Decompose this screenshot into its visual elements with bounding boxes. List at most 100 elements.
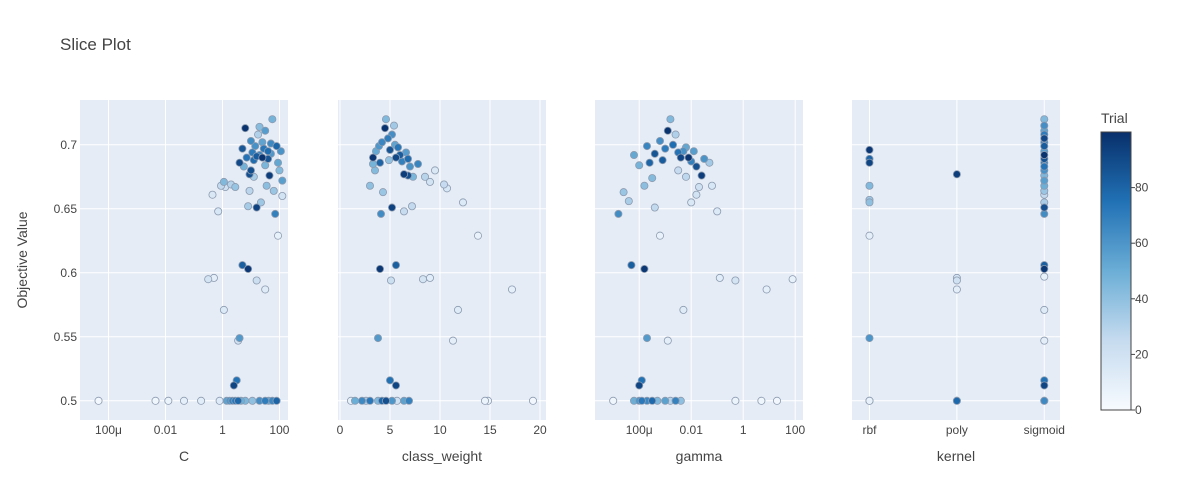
data-point [381, 396, 390, 405]
plot-background [338, 100, 546, 420]
data-point [458, 198, 467, 207]
data-point [278, 176, 287, 185]
data-point [215, 396, 224, 405]
data-point [669, 140, 678, 149]
data-point [391, 153, 400, 162]
data-point [865, 145, 874, 154]
data-point [261, 285, 270, 294]
data-point [865, 181, 874, 190]
data-point [219, 177, 228, 186]
data-point [272, 396, 281, 405]
plot-background [852, 100, 1060, 420]
data-point [661, 144, 670, 153]
data-point [375, 158, 384, 167]
data-point [94, 396, 103, 405]
data-point [373, 334, 382, 343]
data-point [1040, 272, 1049, 281]
colorbar-ticks: 0 20 40 60 80 [1131, 181, 1149, 417]
data-point [865, 334, 874, 343]
data-point [262, 181, 271, 190]
data-point [757, 396, 766, 405]
data-point [246, 166, 255, 175]
data-point [624, 197, 633, 206]
data-point [715, 273, 724, 282]
data-point [425, 273, 434, 282]
colorbar-gradient [1100, 131, 1132, 411]
x-tick-label: 10 [433, 423, 447, 437]
x-tick-label: 100 [785, 423, 805, 437]
data-point [1040, 203, 1049, 212]
data-point [238, 144, 247, 153]
data-point [697, 171, 706, 180]
data-point [179, 396, 188, 405]
y-tick-label: 0.55 [54, 330, 78, 344]
data-point [674, 166, 683, 175]
data-point [378, 188, 387, 197]
data-point [865, 396, 874, 405]
data-point [865, 158, 874, 167]
data-point [204, 275, 213, 284]
data-point [473, 231, 482, 240]
data-point [258, 138, 267, 147]
data-point [365, 181, 374, 190]
data-point [627, 261, 636, 270]
data-point [865, 198, 874, 207]
y-axis-label: Objective Value [14, 211, 30, 308]
data-point [269, 186, 278, 195]
data-point [405, 162, 414, 171]
data-point [713, 207, 722, 216]
data-point [952, 396, 961, 405]
data-point [1040, 134, 1049, 143]
data-point [271, 209, 280, 218]
y-tick-label: 0.65 [54, 202, 78, 216]
data-point [663, 126, 672, 135]
data-point [261, 396, 270, 405]
data-point [389, 121, 398, 130]
data-point [274, 158, 283, 167]
subplot-gamma: 100μ 0.01 1 100 gamma [595, 100, 806, 464]
data-point [453, 305, 462, 314]
data-point [643, 142, 652, 151]
data-point [365, 396, 374, 405]
data-point [731, 276, 740, 285]
data-point [385, 145, 394, 154]
x-axis-label: class_weight [402, 448, 482, 464]
x-tick-label: 1 [740, 423, 747, 437]
data-point [671, 130, 680, 139]
data-point [689, 147, 698, 156]
x-tick-label: 100μ [95, 423, 122, 437]
data-point [413, 159, 422, 168]
data-point [265, 171, 274, 180]
data-point [640, 181, 649, 190]
data-point [255, 122, 264, 131]
colorbar-tick-label: 20 [1135, 347, 1149, 361]
data-point [242, 153, 251, 162]
data-point [1040, 396, 1049, 405]
x-tick-label: 100μ [626, 423, 653, 437]
data-point [1040, 336, 1049, 345]
data-point [246, 136, 255, 145]
data-point [1040, 264, 1049, 273]
data-point [658, 156, 667, 165]
plot-background [595, 100, 803, 420]
data-point [676, 153, 685, 162]
data-point [254, 130, 263, 139]
data-point [692, 190, 701, 199]
data-point [762, 285, 771, 294]
data-point [399, 170, 408, 179]
data-point [244, 264, 253, 273]
data-point [214, 207, 223, 216]
data-point [391, 381, 400, 390]
data-point [245, 186, 254, 195]
colorbar-tick-label: 60 [1135, 236, 1149, 250]
x-tick-label: poly [946, 423, 968, 437]
data-point [635, 381, 644, 390]
x-tick-label: 100 [269, 423, 289, 437]
chart-title: Slice Plot [60, 35, 131, 54]
data-point [1040, 151, 1049, 160]
data-point [666, 115, 675, 124]
data-point [219, 305, 228, 314]
data-point [609, 396, 618, 405]
data-point [380, 124, 389, 133]
data-point [241, 124, 250, 133]
